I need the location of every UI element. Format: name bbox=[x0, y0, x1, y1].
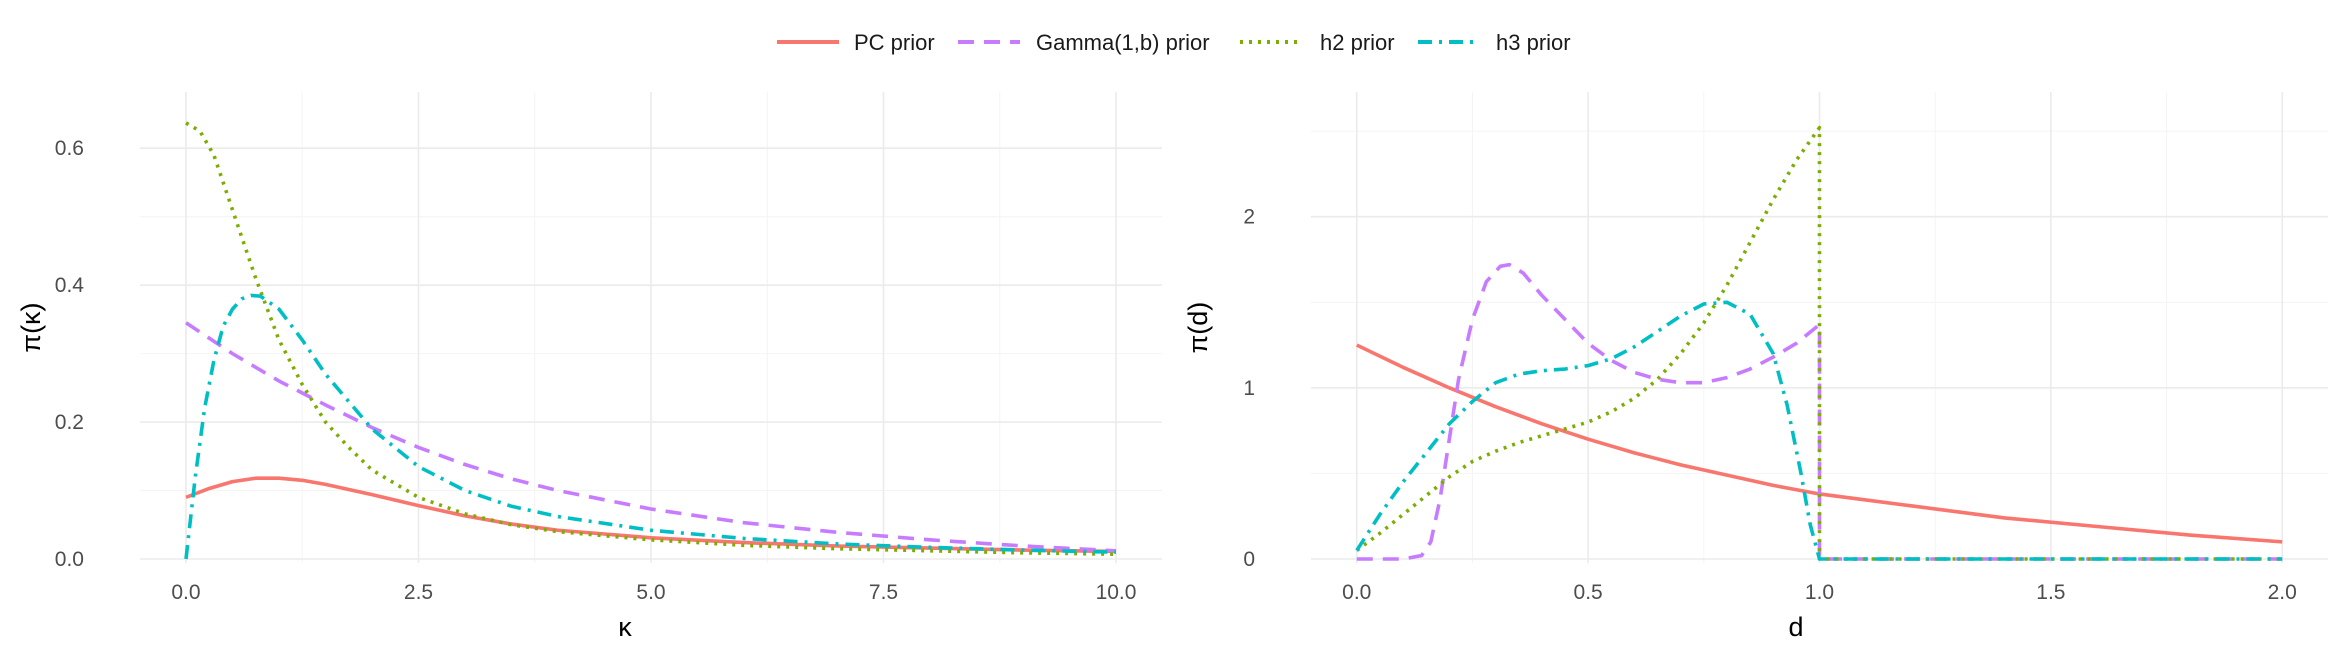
legend-item-3: h3 prior bbox=[1418, 30, 1571, 55]
legend-item-1: Gamma(1,b) prior bbox=[958, 30, 1210, 55]
y-tick-label: 2 bbox=[1243, 206, 1255, 229]
x-tick-label: 0.0 bbox=[1342, 581, 1371, 604]
y-axis-title: π(κ) bbox=[16, 302, 46, 352]
legend: PC prior Gamma(1,b) prior h2 prior h3 prior bbox=[777, 30, 1571, 55]
x-tick-label: 5.0 bbox=[636, 581, 665, 604]
series-line-gamma-1-b-prior bbox=[1356, 262, 2283, 561]
right-panel-d: 0.0 0.5 1.0 1.5 2.0 0 1 2 d π(d) bbox=[1183, 92, 2328, 642]
y-tick-label: 0.0 bbox=[55, 548, 84, 571]
y-tick-label: 0 bbox=[1243, 548, 1255, 571]
grid bbox=[140, 92, 1162, 563]
y-tick-label: 0.4 bbox=[55, 274, 85, 297]
x-tick-label: 7.5 bbox=[869, 581, 898, 604]
x-tick-label: 0.0 bbox=[171, 581, 200, 604]
x-tick-label: 2.5 bbox=[404, 581, 433, 604]
x-tick-label: 1.5 bbox=[2036, 581, 2065, 604]
x-axis-title: κ bbox=[618, 612, 632, 642]
series-line-pc-prior bbox=[1355, 343, 2283, 544]
y-axis-title: π(d) bbox=[1183, 302, 1213, 354]
legend-label: h3 prior bbox=[1496, 30, 1571, 55]
series-group bbox=[184, 121, 1117, 560]
legend-label: PC prior bbox=[854, 30, 935, 55]
x-tick-label: 10.0 bbox=[1096, 581, 1137, 604]
series-group bbox=[1355, 125, 2283, 561]
left-panel-kappa: 0.0 2.5 5.0 7.5 10.0 0.0 0.2 0.4 0.6 κ π(κ) bbox=[16, 92, 1162, 642]
y-tick-label: 0.2 bbox=[55, 411, 84, 434]
y-tick-label: 0.6 bbox=[55, 137, 84, 160]
y-tick-label: 1 bbox=[1243, 377, 1255, 400]
legend-item-0: PC prior bbox=[777, 30, 935, 55]
x-axis-title: d bbox=[1788, 612, 1803, 642]
x-tick-label: 1.0 bbox=[1805, 581, 1834, 604]
legend-label: Gamma(1,b) prior bbox=[1036, 30, 1210, 55]
x-tick-label: 0.5 bbox=[1574, 581, 1603, 604]
series-line-h3-prior bbox=[184, 293, 1117, 560]
legend-item-2: h2 prior bbox=[1240, 30, 1395, 55]
series-line-h2-prior bbox=[1355, 125, 2283, 561]
x-tick-label: 2.0 bbox=[2268, 581, 2297, 604]
series-line-gamma-1-b-prior bbox=[184, 321, 1117, 553]
legend-label: h2 prior bbox=[1320, 30, 1395, 55]
series-line-pc-prior bbox=[185, 476, 1117, 554]
series-line-h3-prior bbox=[1355, 300, 2283, 561]
